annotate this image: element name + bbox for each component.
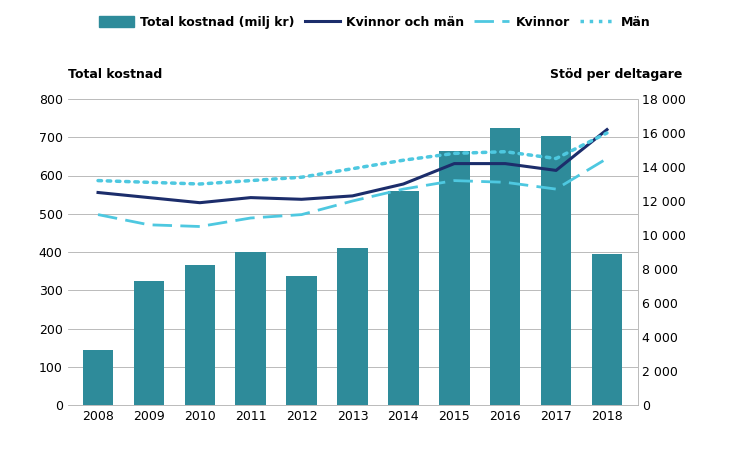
Text: Stöd per deltagare: Stöd per deltagare <box>550 68 682 81</box>
Bar <box>541 136 572 405</box>
Bar <box>82 350 113 405</box>
Bar <box>286 276 316 405</box>
Bar <box>592 254 622 405</box>
Bar <box>490 128 520 405</box>
Bar <box>439 151 470 405</box>
Bar <box>184 266 215 405</box>
Bar <box>134 281 164 405</box>
Legend: Total kostnad (milj kr), Kvinnor och män, Kvinnor, Män: Total kostnad (milj kr), Kvinnor och män… <box>94 11 656 34</box>
Bar <box>236 252 266 405</box>
Bar <box>338 248 368 405</box>
Text: Total kostnad: Total kostnad <box>68 68 162 81</box>
Bar <box>388 191 418 405</box>
